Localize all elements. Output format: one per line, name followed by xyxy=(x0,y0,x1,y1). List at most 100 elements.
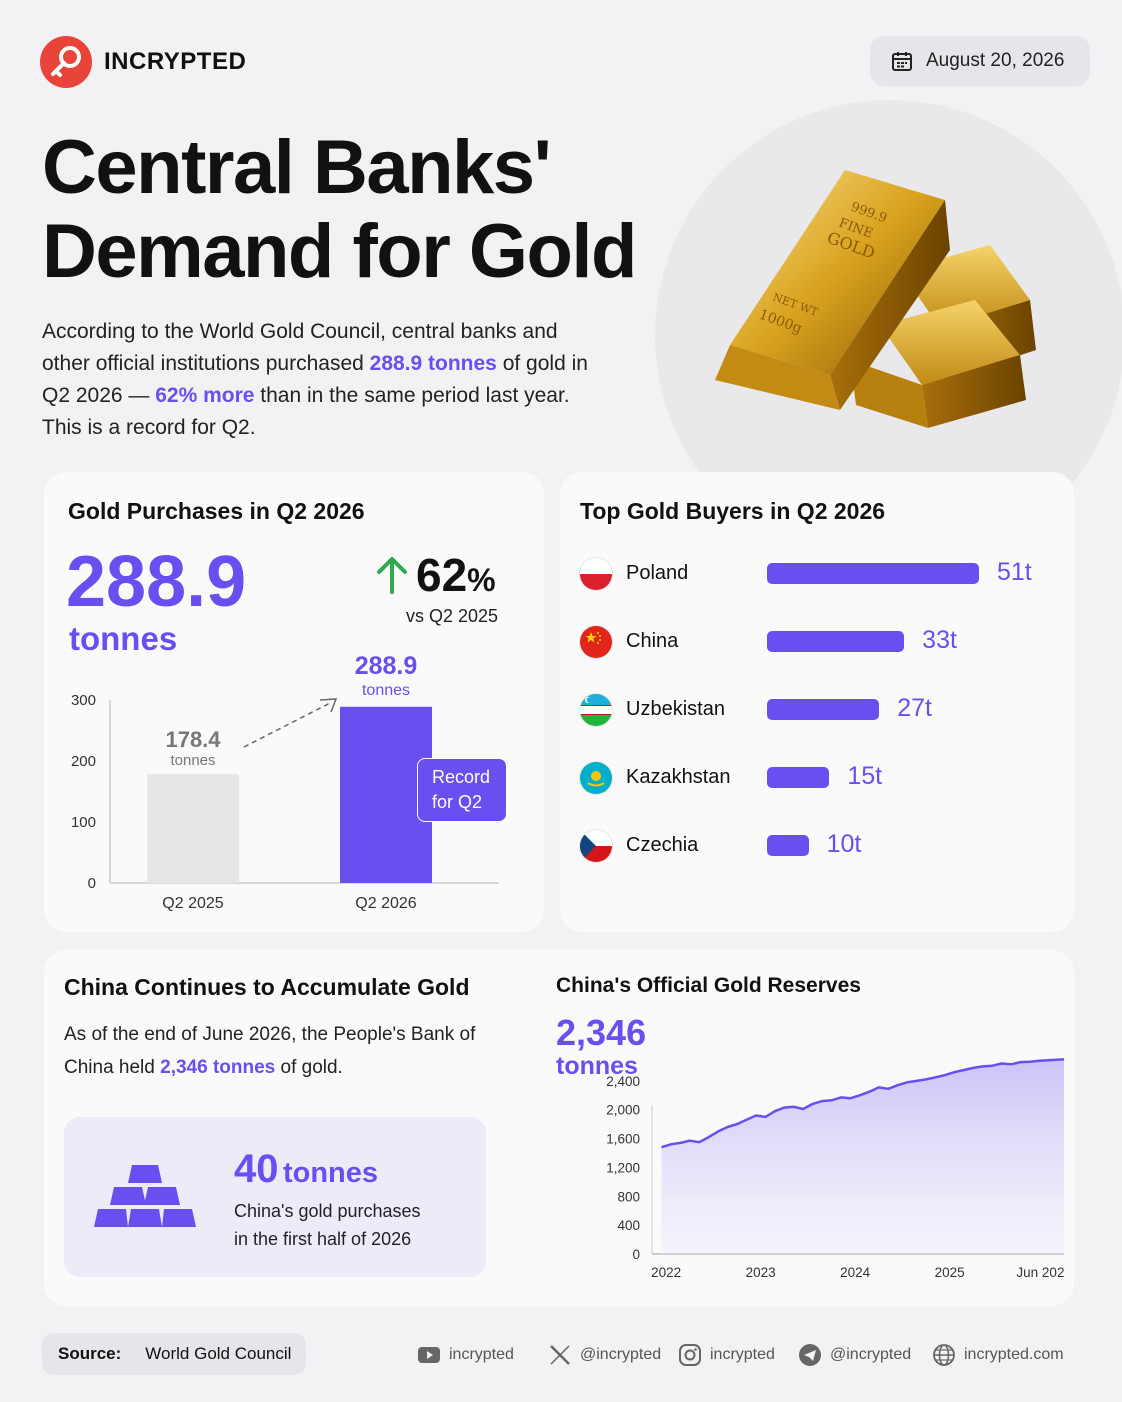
x-handle: @incrypted xyxy=(580,1346,662,1363)
reserves-area-chart: 0 400 800 1,200 1,600 2,000 2,400 2022 2023 2024 2… xyxy=(606,1058,1064,1280)
growth-arrow-line xyxy=(243,701,333,748)
change-label: vs Q2 2025 xyxy=(406,606,499,626)
buyers-list: Poland 51t China 33t Uzbekistan 27t Kazakhstan… xyxy=(560,472,1074,932)
instagram-handle: incrypted xyxy=(710,1346,775,1363)
buyer-bar xyxy=(767,835,809,856)
instagram-icon xyxy=(679,1344,701,1366)
purchases-card-title: Gold Purchases in Q2 2026 xyxy=(68,498,365,524)
stat-line-1: China's gold purchases xyxy=(234,1201,421,1221)
intro-text-2: of gold in Q2 2026 — xyxy=(42,352,588,407)
intro-text-3: than in the same period last year. This … xyxy=(42,384,570,439)
calendar-icon xyxy=(892,52,912,71)
y-tick-label: 1,600 xyxy=(606,1132,640,1147)
purchases-card: Gold Purchases in Q2 2026 288.9 tonnes 6… xyxy=(44,472,544,932)
china-flag-icon xyxy=(580,626,612,658)
telegram-icon xyxy=(799,1344,821,1366)
logo-key-icon xyxy=(40,36,92,88)
source-badge: Source: World Gold Council xyxy=(42,1333,306,1375)
buyer-bar xyxy=(767,767,830,788)
youtube-link[interactable]: incrypted xyxy=(417,1343,514,1367)
poland-flag-icon xyxy=(580,558,612,590)
y-tick-label: 200 xyxy=(71,753,96,770)
buyer-bar xyxy=(767,699,880,720)
y-tick-label: 800 xyxy=(617,1189,640,1204)
reserves-big-unit: tonnes xyxy=(556,1052,638,1080)
buyer-bar xyxy=(767,631,905,652)
date-badge: August 20, 2026 xyxy=(870,36,1090,86)
gold-bars-illustration: 999.9 FINE GOLD NET WT 1000g xyxy=(715,170,1036,428)
record-badge-line-1: Record xyxy=(432,767,491,787)
record-badge: Record for Q2 xyxy=(417,758,507,822)
y-tick-label: 2,000 xyxy=(606,1103,640,1118)
uzbekistan-flag-icon xyxy=(580,694,612,726)
gold-bars-stack-icon xyxy=(94,1165,196,1227)
y-tick-label: 0 xyxy=(632,1247,640,1262)
purchases-big-unit: tonnes xyxy=(69,620,178,657)
buyer-row-china: China 33t xyxy=(560,618,1074,666)
youtube-handle: incrypted xyxy=(449,1346,514,1363)
buyer-value-label: 10t xyxy=(826,830,862,858)
buyers-card-title: Top Gold Buyers in Q2 2026 xyxy=(580,498,886,524)
y-tick-label: 300 xyxy=(71,692,96,709)
x-icon xyxy=(550,1345,570,1365)
y-tick-label: 1,200 xyxy=(606,1160,640,1175)
youtube-icon xyxy=(418,1347,440,1363)
buyer-row-kazakhstan: Kazakhstan 15t xyxy=(560,754,1074,802)
buyer-row-poland: Poland 51t xyxy=(560,550,1074,598)
buyer-country-label: Czechia xyxy=(626,834,699,856)
x-tick-label: 2024 xyxy=(840,1265,871,1280)
telegram-handle: @incrypted xyxy=(830,1346,912,1363)
stat-value: 40 tonnes xyxy=(234,1147,378,1192)
growth-arrow-head xyxy=(319,698,338,713)
telegram-link[interactable]: @incrypted xyxy=(798,1343,911,1367)
x-tick-label: 2025 xyxy=(935,1265,965,1280)
buyer-value-label: 15t xyxy=(847,762,883,790)
title-line-1: Central Banks' xyxy=(42,125,552,210)
bar-q2-2026-unit-label: tonnes xyxy=(362,682,410,699)
x-tick-label: Q2 2025 xyxy=(162,895,223,912)
czechia-flag-icon xyxy=(580,830,612,862)
bar-q2-2025 xyxy=(147,774,239,883)
intro-paragraph: According to the World Gold Council, cen… xyxy=(42,316,602,444)
buyer-value-label: 33t xyxy=(922,626,957,654)
china-text-1: As of the end of June 2026, the People's… xyxy=(64,1024,476,1078)
bar-q2-2026 xyxy=(340,706,432,883)
website-link[interactable]: incrypted.com xyxy=(932,1343,1064,1367)
stat-line-2: in the first half of 2026 xyxy=(234,1229,412,1249)
stat-number: 40 xyxy=(234,1147,279,1191)
source-label: Source: xyxy=(58,1344,122,1363)
website-url: incrypted.com xyxy=(964,1346,1064,1363)
china-text-2: of gold. xyxy=(275,1057,343,1078)
buyer-value-label: 51t xyxy=(997,558,1032,586)
bar-q2-2026-value-label: 288.9 xyxy=(355,652,418,680)
buyer-country-label: Kazakhstan xyxy=(626,766,731,788)
stat-description: China's gold purchases in the first half… xyxy=(234,1197,421,1253)
intro-highlight-tonnes: 288.9 tonnes xyxy=(369,352,497,375)
china-card: China Continues to Accumulate Gold As of… xyxy=(44,950,1074,1306)
buyer-bar xyxy=(767,563,979,584)
buyer-value-label: 27t xyxy=(897,694,932,722)
instagram-link[interactable]: incrypted xyxy=(678,1343,775,1367)
x-tick-label: 2023 xyxy=(746,1265,776,1280)
kazakhstan-flag-icon xyxy=(580,762,612,794)
x-tick-label: 2022 xyxy=(651,1265,681,1280)
globe-icon xyxy=(933,1344,955,1366)
buyers-card: Top Gold Buyers in Q2 2026 Poland 51t Chin… xyxy=(560,472,1074,932)
buyer-row-czechia: Czechia 10t xyxy=(560,822,1074,870)
y-tick-label: 2,400 xyxy=(606,1074,640,1089)
reserves-area-fill xyxy=(661,1059,1064,1254)
record-badge-line-2: for Q2 xyxy=(432,792,483,812)
y-tick-label: 400 xyxy=(617,1218,640,1233)
china-highlight: 2,346 tonnes xyxy=(160,1057,276,1078)
stat-unit: tonnes xyxy=(282,1157,379,1189)
buyer-row-uzbekistan: Uzbekistan 27t xyxy=(560,686,1074,734)
purchases-big-value: 288.9 xyxy=(66,542,247,622)
change-percent-sign: % xyxy=(467,562,496,598)
x-link[interactable]: @incrypted xyxy=(548,1343,661,1367)
brand-name: INCRYPTED xyxy=(104,48,247,75)
intro-text-1: According to the World Gold Council, cen… xyxy=(42,320,558,375)
china-paragraph: As of the end of June 2026, the People's… xyxy=(64,1018,484,1084)
y-tick-label: 100 xyxy=(71,814,96,831)
china-stat-box: 40 tonnes China's gold purchases in the … xyxy=(64,1117,486,1277)
